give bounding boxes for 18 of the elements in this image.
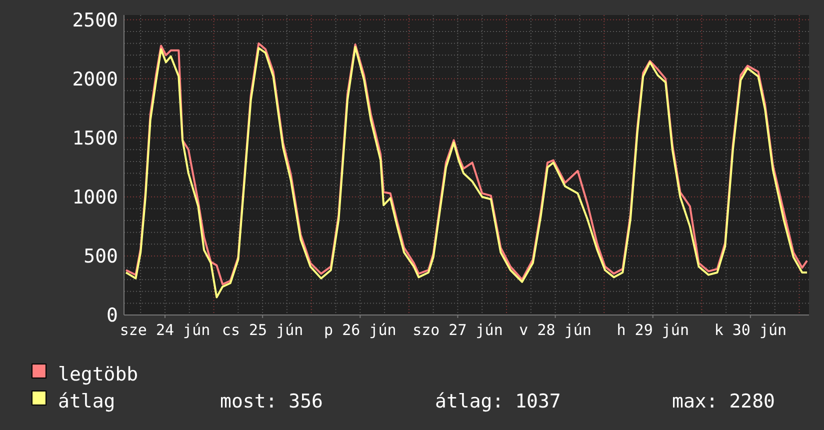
y-tick-label: 500 xyxy=(84,246,118,268)
y-tick-label: 2000 xyxy=(72,68,118,90)
text: max: 2280 xyxy=(672,390,775,413)
x-tick-label: h 29 jún xyxy=(616,321,690,339)
x-tick-label: k 30 jún xyxy=(714,321,787,339)
text: most: 356 xyxy=(220,390,323,413)
y-tick-label: 0 xyxy=(106,304,118,327)
legend-label: legtöbb xyxy=(58,364,138,386)
y-tick-label: 1500 xyxy=(72,127,118,150)
y-tick-label: 1000 xyxy=(72,186,118,209)
x-tick-label: cs 25 jún xyxy=(222,321,304,339)
y-tick-label: 2500 xyxy=(72,9,118,32)
x-tick-label: szo 27 jún xyxy=(412,321,503,339)
x-tick-label: sze 24 jún xyxy=(120,321,210,339)
x-tick-label: p 26 jún xyxy=(324,321,396,339)
legend-label: átlag xyxy=(58,390,116,413)
x-tick-label: v 28 jún xyxy=(519,321,592,339)
text: átlag: 1037 xyxy=(435,390,561,413)
